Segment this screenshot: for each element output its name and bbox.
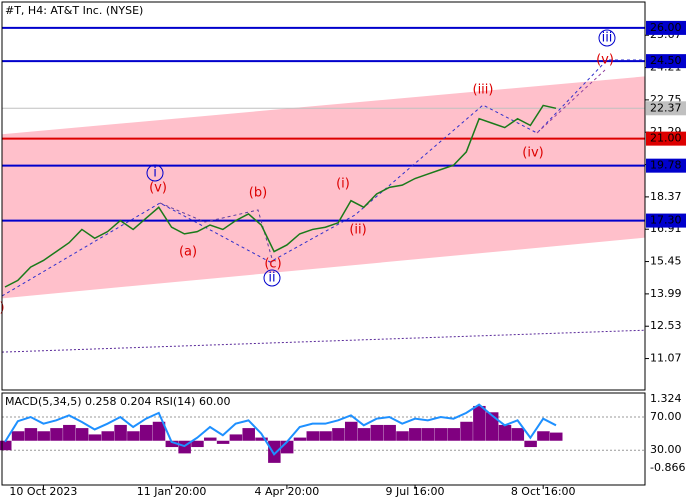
macd-bar: [293, 437, 307, 441]
level-box: [646, 101, 686, 116]
macd-bar: [229, 434, 243, 441]
macd-bar: [191, 440, 204, 448]
macd-tick-label: -0.866: [650, 461, 685, 474]
macd-bar: [127, 431, 140, 441]
wave-label: (a): [179, 245, 197, 260]
macd-bar: [152, 421, 166, 441]
wave-label: ii: [268, 271, 275, 286]
macd-bar: [447, 428, 460, 441]
wave-circle: [598, 29, 616, 47]
wave-label: (c): [264, 257, 281, 272]
macd-tick-label: 1.324: [650, 392, 682, 405]
level-box: [646, 131, 686, 146]
wave-label: (ii): [349, 223, 366, 238]
wave-label: (b): [249, 186, 267, 201]
x-tick-label: 9 Jul 16:00: [386, 485, 445, 498]
macd-bar: [344, 421, 358, 441]
rsi-tick-label: 70.00: [650, 410, 682, 423]
macd-bar: [511, 428, 525, 441]
chart-title: #T, H4: AT&T Inc. (NYSE): [5, 4, 143, 17]
wave-circle: [146, 164, 164, 182]
wave-circle: [263, 269, 281, 287]
level-label: 17.30: [650, 214, 682, 227]
price-line: [4, 104, 557, 288]
wave-label: (v): [149, 181, 167, 196]
level-label: 21.00: [650, 132, 682, 145]
macd-bar: [550, 432, 563, 441]
level-box: [646, 54, 686, 69]
macd-bar: [11, 431, 25, 441]
indicator-frame: [1, 392, 646, 486]
macd-bar: [485, 412, 499, 441]
macd-bar: [0, 440, 12, 451]
indicator-label: MACD(5,34,5) 0.258 0.204 RSI(14) 60.00: [5, 395, 230, 408]
macd-bar: [473, 405, 486, 441]
macd-bar: [216, 440, 230, 444]
macd-bar: [165, 440, 179, 448]
y-tick-label: 15.45: [650, 255, 682, 268]
macd-bar: [114, 424, 127, 441]
macd-bar: [75, 428, 89, 441]
y-tick-label: 13.99: [650, 287, 682, 300]
macd-bar: [396, 431, 409, 441]
macd-bar: [498, 424, 512, 441]
macd-bar: [255, 437, 268, 441]
price-frame: [1, 1, 646, 391]
macd-bar: [88, 434, 102, 441]
wave-label: iii: [602, 31, 613, 46]
macd-bar: [434, 428, 448, 441]
x-tick-label: 8 Oct 16:00: [511, 485, 576, 498]
macd-bar: [383, 424, 396, 441]
macd-bar: [268, 440, 281, 463]
level-label: 24.50: [650, 54, 682, 67]
y-tick-label: 18.37: [650, 190, 682, 203]
wave-label: (i): [336, 177, 350, 192]
macd-bar: [204, 437, 217, 441]
rsi-line: [4, 403, 557, 456]
macd-bar: [306, 431, 320, 441]
macd-bar: [50, 428, 63, 441]
macd-bar: [63, 424, 76, 441]
macd-bar: [319, 431, 332, 441]
macd-bar: [332, 428, 345, 441]
wave-path: [159, 202, 274, 263]
x-tick-label: 4 Apr 20:00: [255, 485, 320, 498]
level-box: [646, 213, 686, 228]
y-tick-label: 12.53: [650, 319, 682, 332]
macd-bar: [357, 428, 371, 441]
macd-bar: [421, 428, 435, 441]
wave-path: [1, 59, 645, 297]
macd-bar: [37, 431, 50, 441]
level-label: 19.78: [650, 159, 682, 172]
macd-bar: [24, 428, 38, 441]
macd-bar: [139, 424, 153, 441]
macd-bar: [242, 428, 255, 441]
rsi-tick-label: 30.00: [650, 443, 682, 456]
channel: [2, 76, 645, 299]
x-tick-label: 10 Oct 2023: [9, 485, 77, 498]
macd-bar: [524, 440, 537, 448]
level-box: [646, 158, 686, 173]
level-label: 22.37: [650, 101, 682, 114]
macd-bar: [370, 424, 384, 441]
macd-bar: [460, 421, 473, 441]
macd-bar: [409, 428, 422, 441]
wave-label: (iii): [473, 83, 494, 98]
macd-bar: [101, 431, 115, 441]
wave-label: i: [153, 166, 157, 181]
level-label: 26.00: [650, 21, 682, 34]
x-tick-label: 11 Jan 20:00: [137, 485, 207, 498]
wave-label: (iv): [522, 146, 543, 161]
y-tick-label: 11.07: [650, 352, 682, 365]
wave-label: (v): [596, 53, 614, 68]
level-box: [646, 20, 686, 35]
support-line: [1, 329, 646, 353]
macd-bar: [537, 431, 550, 441]
